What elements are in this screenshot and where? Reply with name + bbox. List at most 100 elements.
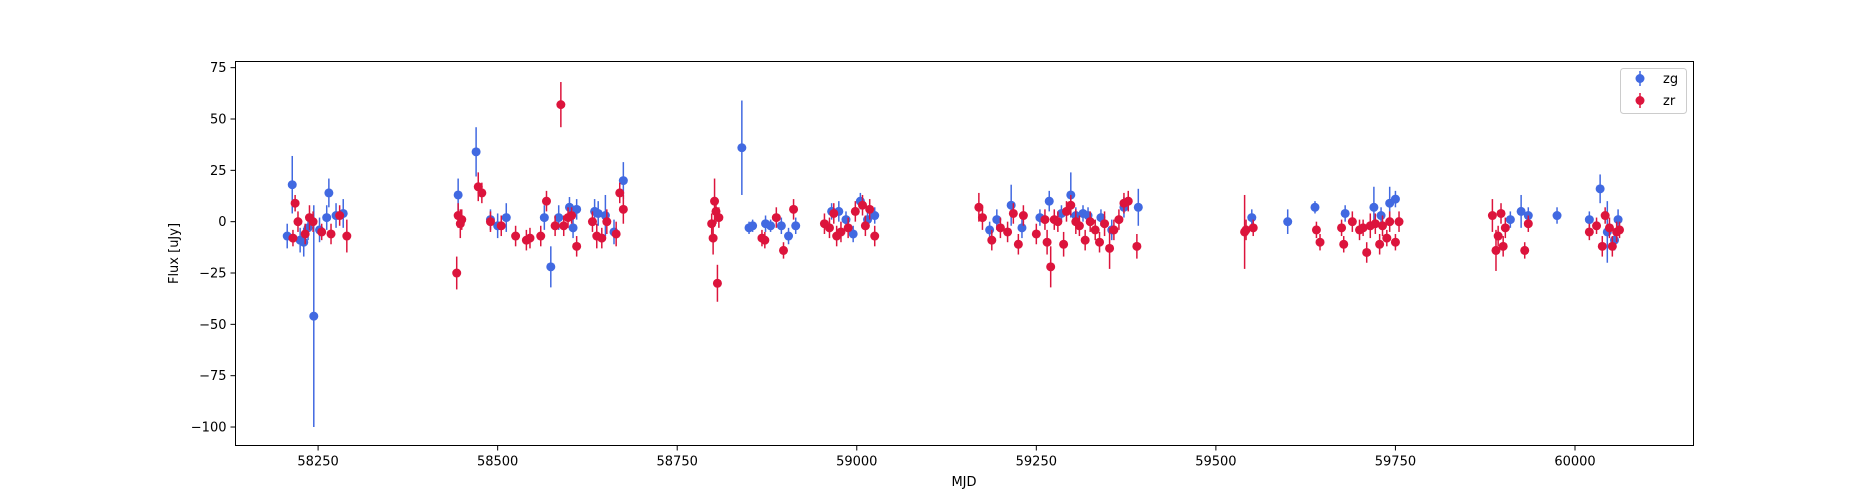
zr-point bbox=[308, 217, 318, 227]
zr-point bbox=[865, 204, 875, 214]
zr-point bbox=[858, 200, 868, 210]
x-axis: 58250 58500 58750 59000 59250 59500 59750 60000 bbox=[297, 445, 1596, 470]
zr-point bbox=[1090, 225, 1100, 235]
zr-point bbox=[1241, 225, 1251, 235]
zr-point bbox=[1315, 237, 1325, 247]
zr-point bbox=[1008, 208, 1018, 218]
legend-zr-label: zr bbox=[1663, 94, 1676, 109]
zr-point bbox=[1132, 241, 1142, 251]
zr-point bbox=[760, 235, 770, 245]
y-tick-label: −100 bbox=[191, 421, 227, 436]
zr-point bbox=[342, 231, 352, 241]
legend-zg-label: zg bbox=[1663, 72, 1678, 87]
zr-point bbox=[1500, 223, 1510, 233]
x-tick-label: 59000 bbox=[836, 455, 877, 470]
zg-point bbox=[1376, 211, 1386, 221]
zr-point bbox=[1600, 211, 1610, 221]
zr-point bbox=[1592, 221, 1602, 231]
y-tick-label: −75 bbox=[199, 369, 226, 384]
zg-point bbox=[1390, 194, 1400, 204]
zg-point bbox=[776, 221, 786, 231]
zr-point bbox=[1100, 219, 1110, 229]
zg-point bbox=[992, 215, 1002, 225]
zr-point bbox=[977, 213, 987, 223]
zr-point bbox=[1390, 237, 1400, 247]
zr-point bbox=[550, 221, 560, 231]
zr-point bbox=[870, 231, 880, 241]
legend-zg-marker bbox=[1635, 74, 1645, 83]
legend: zg zr bbox=[1620, 68, 1687, 114]
zr-point bbox=[525, 233, 535, 243]
zr-point bbox=[511, 231, 521, 241]
zr-point bbox=[710, 196, 720, 206]
zg-point bbox=[593, 208, 603, 218]
zr-point bbox=[1607, 241, 1617, 251]
y-tick-label: −25 bbox=[199, 267, 226, 282]
zg-point bbox=[841, 215, 851, 225]
zr-point bbox=[1053, 217, 1063, 227]
zg-point bbox=[568, 223, 578, 233]
zr-point bbox=[556, 100, 566, 110]
y-tick-label: 25 bbox=[210, 164, 227, 179]
zr-point bbox=[1095, 237, 1105, 247]
zr-point bbox=[779, 245, 789, 255]
zr-point bbox=[1018, 211, 1028, 221]
zg-point bbox=[1340, 208, 1350, 218]
zg-point bbox=[1369, 202, 1379, 212]
x-tick-label: 58250 bbox=[297, 455, 338, 470]
zr-point bbox=[1040, 215, 1050, 225]
zg-point bbox=[1283, 217, 1293, 227]
zr-point bbox=[1358, 223, 1368, 233]
zg-point bbox=[748, 221, 758, 231]
zg-point bbox=[322, 213, 332, 223]
zr-point bbox=[1347, 217, 1357, 227]
y-axis-label: Flux [uJy] bbox=[167, 223, 182, 284]
zr-point bbox=[1042, 237, 1052, 247]
zr-point bbox=[1370, 219, 1380, 229]
zr-point bbox=[708, 233, 718, 243]
zg-point bbox=[572, 204, 582, 214]
zg-point bbox=[287, 180, 297, 190]
zr-point bbox=[974, 202, 984, 212]
zg-point bbox=[546, 262, 556, 272]
zr-point bbox=[602, 217, 612, 227]
zg-point bbox=[791, 221, 801, 231]
x-tick-label: 59500 bbox=[1195, 455, 1236, 470]
x-tick-label: 59750 bbox=[1375, 455, 1416, 470]
zr-point bbox=[1059, 239, 1069, 249]
legend-zr-marker bbox=[1635, 96, 1645, 105]
zg-point bbox=[1310, 202, 1320, 212]
zr-point bbox=[477, 188, 487, 198]
legend-item-zr: zr bbox=[1635, 93, 1676, 109]
zr-point bbox=[1339, 239, 1349, 249]
zg-point bbox=[784, 231, 794, 241]
zg-point bbox=[324, 188, 334, 198]
x-tick-label: 58500 bbox=[477, 455, 518, 470]
y-tick-label: 0 bbox=[218, 215, 226, 230]
zr-point bbox=[850, 206, 860, 216]
zr-point bbox=[326, 229, 336, 239]
zr-point bbox=[1615, 225, 1625, 235]
zr-point bbox=[1584, 227, 1594, 237]
zr-point bbox=[452, 268, 462, 278]
zr-point bbox=[771, 213, 781, 223]
zg-point bbox=[1505, 215, 1515, 225]
zr-point bbox=[457, 215, 467, 225]
zr-point bbox=[1046, 262, 1056, 272]
y-tick-label: 50 bbox=[210, 112, 227, 127]
zg-point bbox=[1613, 215, 1623, 225]
zr-point bbox=[1031, 229, 1041, 239]
y-tick-label: −50 bbox=[199, 318, 226, 333]
y-axis: 75 50 25 0 −25 −50 −75 −100 bbox=[191, 61, 236, 436]
zr-point bbox=[1604, 223, 1614, 233]
zr-point bbox=[1520, 245, 1530, 255]
zr-point bbox=[824, 223, 834, 233]
series-zr bbox=[288, 82, 1625, 302]
zr-point bbox=[1597, 241, 1607, 251]
zg-point bbox=[870, 211, 880, 221]
series-layer bbox=[282, 82, 1625, 428]
zg-point bbox=[985, 225, 995, 235]
zr-point bbox=[836, 227, 846, 237]
x-tick-label: 60000 bbox=[1554, 455, 1595, 470]
